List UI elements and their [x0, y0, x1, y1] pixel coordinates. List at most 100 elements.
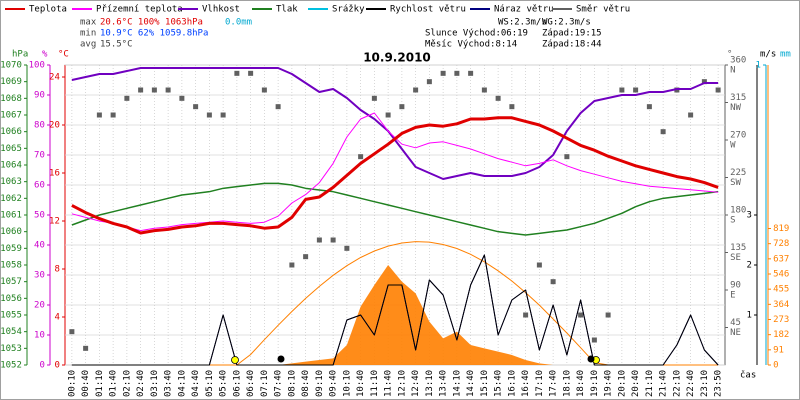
x-tick-label: 03:10	[150, 370, 160, 397]
tick-label: 1063	[0, 177, 22, 187]
sunrise-icon	[231, 356, 239, 364]
tick-label: 20	[49, 121, 60, 131]
wind-direction-point	[646, 104, 652, 110]
stat-label: max	[80, 18, 97, 28]
moonset-icon	[587, 355, 595, 363]
x-tick-label: 19:40	[604, 370, 614, 397]
tick-label: 1070	[0, 61, 22, 71]
x-tick-label: 23:50	[714, 370, 724, 397]
x-tick-label: 22:40	[686, 370, 696, 397]
wind-direction-point	[715, 87, 721, 93]
tick-label: 80	[34, 121, 45, 131]
x-tick-label: 09:40	[329, 370, 339, 397]
wind-direction-point	[578, 312, 584, 318]
tick-label: SW	[730, 178, 741, 188]
wind-direction-point	[358, 154, 364, 160]
wind-direction-point	[110, 112, 116, 118]
x-tick-label: 06:40	[246, 370, 256, 397]
x-tick-label: 04:40	[191, 370, 201, 397]
stat-label: min	[80, 29, 96, 39]
axis-unit: °	[727, 50, 732, 60]
tick-label: 1054	[0, 327, 22, 337]
wind-direction-point	[468, 70, 474, 76]
wind-direction-point	[261, 87, 267, 93]
axis-unit: m/s	[760, 50, 776, 60]
wind-direction-point	[234, 70, 240, 76]
moonrise-icon	[277, 355, 285, 363]
wind-direction-point	[454, 70, 460, 76]
tick-label: 1069	[0, 77, 22, 87]
legend-label: Přízemní teplota	[96, 5, 183, 15]
x-tick-label: 13:10	[425, 370, 435, 397]
x-tick-label: 20:40	[631, 370, 641, 397]
x-tick-label: 11:10	[370, 370, 380, 397]
tick-label: 1055	[0, 311, 22, 321]
info-text: Západ:19:15	[542, 29, 602, 39]
wind-direction-point	[316, 237, 322, 243]
wind-direction-point	[660, 129, 666, 135]
tick-label: SE	[730, 253, 741, 263]
axis-unit: mm	[780, 50, 791, 60]
tick-label: 1066	[0, 127, 22, 137]
wind-direction-point	[688, 112, 694, 118]
wind-direction-point	[481, 87, 487, 93]
x-tick-label: 10:40	[356, 370, 366, 397]
stat-extra: 0.0mm	[225, 18, 252, 28]
wind-direction-point	[591, 337, 597, 343]
x-tick-label: 18:40	[576, 370, 586, 397]
tick-label: 1052	[0, 361, 22, 371]
wind-direction-point	[536, 262, 542, 268]
tick-label: 1064	[0, 161, 22, 171]
x-tick-label: 17:40	[549, 370, 559, 397]
wind-direction-point	[633, 87, 639, 93]
wind-direction-point	[165, 87, 171, 93]
x-tick-label: 02:10	[122, 370, 132, 397]
tick-label: 1067	[0, 111, 22, 121]
wind-direction-point	[83, 345, 89, 351]
x-tick-label: 05:10	[205, 370, 215, 397]
tick-label: 360	[730, 56, 746, 66]
x-tick-label: 19:10	[590, 370, 600, 397]
tick-label: 50	[34, 211, 45, 221]
tick-label: 12	[49, 217, 60, 227]
wind-direction-point	[619, 87, 625, 93]
wind-direction-point	[96, 112, 102, 118]
x-tick-label: 06:10	[232, 370, 242, 397]
x-tick-label: 22:10	[672, 370, 682, 397]
x-tick-label: 00:40	[81, 370, 91, 397]
tick-label: 20	[34, 301, 45, 311]
stat-values: 20.6°C 100% 1063hPa	[100, 18, 203, 28]
wind-direction-point	[303, 254, 309, 260]
legend-label: Náraz větru	[494, 5, 554, 15]
tick-label: 728	[773, 239, 789, 249]
tick-label: 10	[34, 331, 45, 341]
info-text: Slunce Východ:06:19	[425, 29, 528, 39]
wind-direction-point	[138, 87, 144, 93]
x-tick-label: 23:10	[700, 370, 710, 397]
x-tick-label: 11:40	[384, 370, 394, 397]
wind-direction-point	[509, 104, 515, 110]
radiation-area	[71, 265, 719, 365]
x-tick-label: 01:10	[95, 370, 105, 397]
tick-label: 270	[730, 131, 746, 141]
stat-values: 15.5°C	[100, 40, 133, 50]
tick-label: 30	[34, 271, 45, 281]
x-tick-label: 01:40	[109, 370, 119, 397]
tick-label: 1053	[0, 344, 22, 354]
chart-layer: Teplota Přízemní teplota Vlhkost Tlak Srážky…	[0, 5, 791, 398]
wind-direction-point	[124, 95, 130, 101]
wind-direction-point	[399, 104, 405, 110]
series-line	[71, 116, 719, 235]
axis-unit: °C	[58, 50, 69, 60]
stat-label: avg	[80, 40, 96, 50]
tick-label: NW	[730, 103, 741, 113]
series-line	[71, 254, 719, 366]
legend-label: Srážky	[332, 5, 365, 15]
info-text: WS:2.3m/s	[498, 18, 547, 28]
wind-direction-point	[330, 237, 336, 243]
x-tick-label: 08:40	[301, 370, 311, 397]
tick-label: S	[730, 216, 735, 226]
x-tick-label: 05:40	[219, 370, 229, 397]
x-tick-label: 12:10	[397, 370, 407, 397]
tick-label: N	[730, 66, 735, 76]
